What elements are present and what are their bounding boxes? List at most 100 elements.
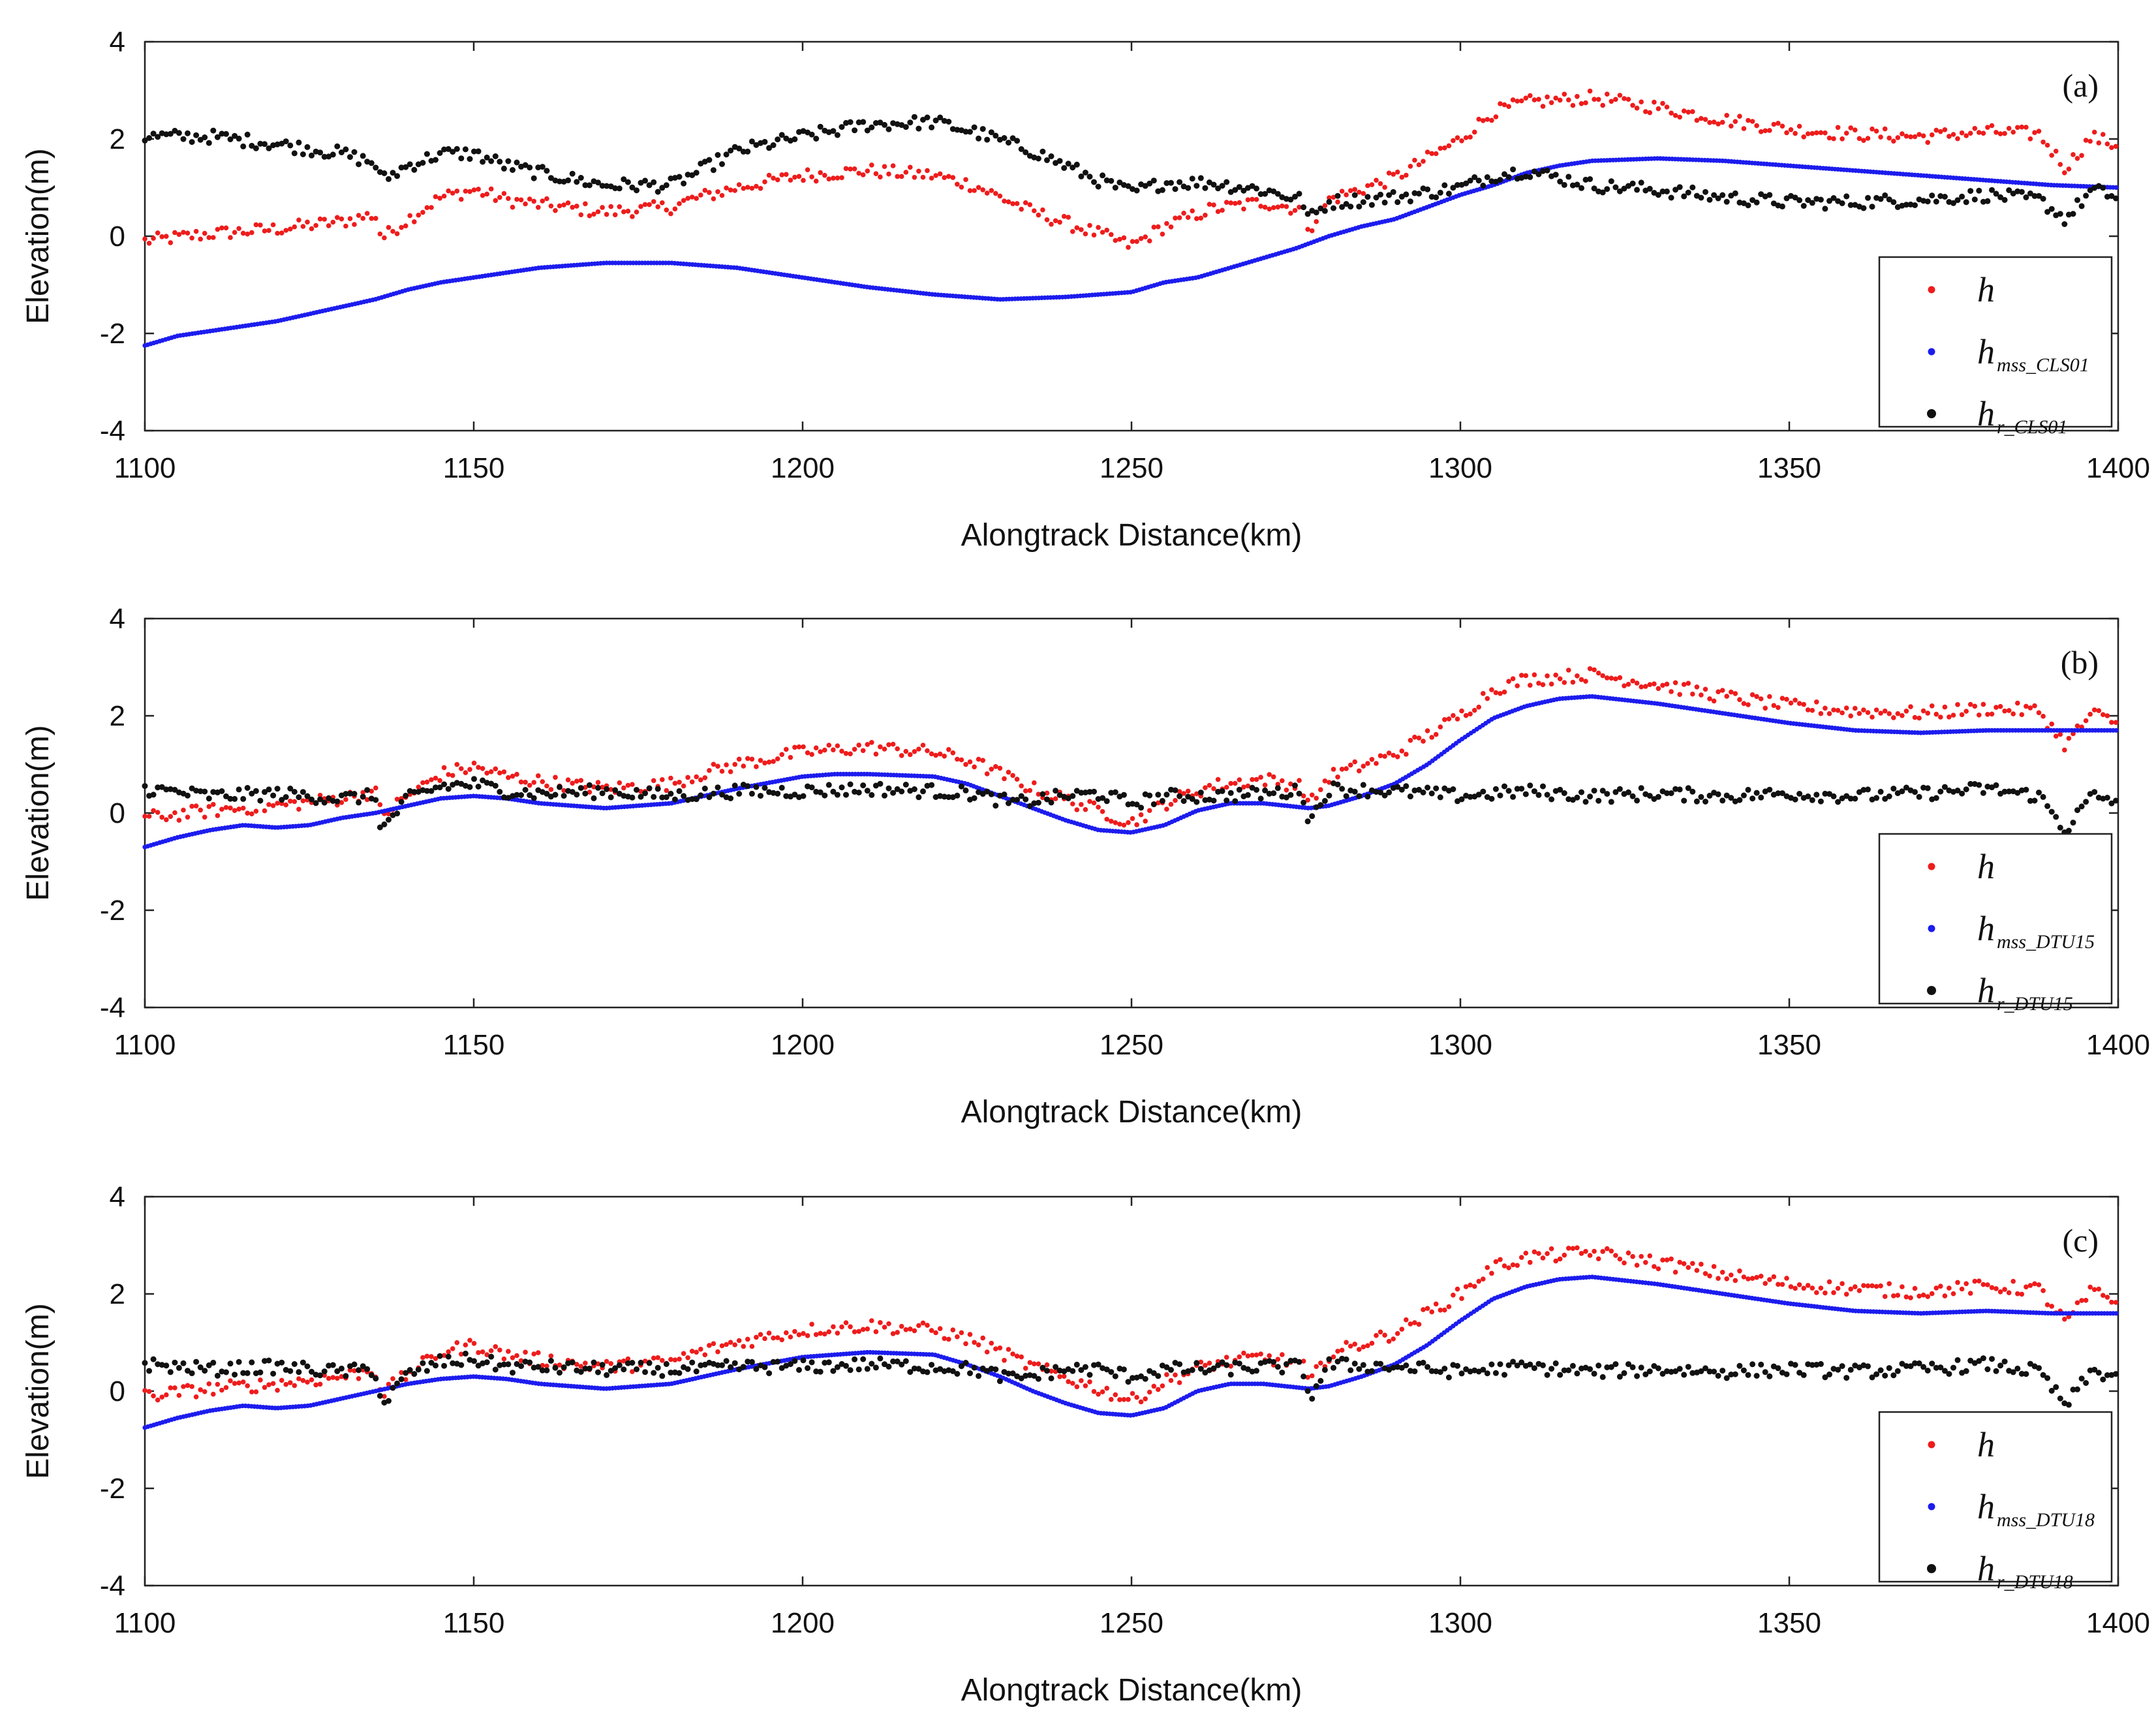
data-point-h_r_DTU15 (1540, 783, 1546, 790)
data-point-h (1600, 102, 1605, 108)
data-point-h (920, 743, 926, 748)
data-point-h (1672, 680, 1678, 686)
data-point-h (886, 171, 891, 177)
data-point-h (1664, 681, 1670, 687)
data-point-h (2006, 1290, 2012, 1295)
data-point-h (266, 1382, 271, 1387)
data-point-h_r_DTU15 (1180, 798, 1187, 805)
data-point-h (164, 1392, 169, 1398)
data-point-h (1143, 1396, 1148, 1402)
data-point-h (1250, 776, 1255, 782)
data-point-h (784, 746, 789, 752)
data-point-h_r_CLS01 (1540, 168, 1546, 174)
data-point-h_r_DTU15 (882, 792, 887, 799)
data-point-h_r_CLS01 (1411, 190, 1418, 196)
data-point-h (1570, 679, 1576, 685)
data-point-h (1707, 1273, 1712, 1279)
data-point-h_r_DTU18 (1428, 1368, 1435, 1374)
data-point-h_r_DTU18 (557, 1370, 562, 1376)
data-point-h (1241, 206, 1246, 212)
data-point-h (1002, 198, 1007, 204)
data-point-h_r_DTU15 (1689, 788, 1696, 795)
data-point-h (1327, 195, 1332, 200)
data-point-h_r_DTU15 (1411, 787, 1418, 793)
data-point-h (672, 780, 678, 786)
data-point-h (1823, 130, 1828, 136)
data-point-h (300, 1377, 306, 1383)
data-point-h_r_CLS01 (651, 179, 657, 185)
data-point-h_r_CLS01 (1373, 194, 1379, 201)
data-point-h_r_DTU15 (1321, 797, 1328, 804)
legend-marker-h (1928, 1441, 1935, 1449)
data-point-h_r_CLS01 (206, 140, 212, 146)
data-point-h_r_DTU15 (1638, 785, 1644, 791)
data-point-h_r_DTU15 (1274, 785, 1281, 791)
data-point-h (1853, 705, 1858, 711)
data-point-h_r_DTU18 (1540, 1362, 1546, 1368)
data-point-h_r_DTU18 (1740, 1367, 1747, 1374)
data-point-h (1873, 129, 1879, 134)
data-point-h (1779, 1282, 1785, 1287)
data-point-h_r_DTU18 (2083, 1380, 2089, 1386)
data-point-h (715, 763, 720, 769)
data-point-h (360, 215, 365, 221)
data-point-h_r_CLS01 (300, 151, 306, 157)
data-point-h_r_CLS01 (1860, 205, 1867, 211)
data-point-h_r_CLS01 (1719, 192, 1726, 198)
data-point-h (1843, 705, 1849, 711)
data-point-h (2062, 747, 2067, 753)
data-point-h_r_DTU15 (561, 793, 567, 799)
data-point-h (1536, 681, 1541, 686)
data-point-h_r_DTU15 (283, 794, 289, 800)
data-point-h (1605, 675, 1610, 681)
data-point-h (1314, 1364, 1319, 1370)
data-point-h (1348, 762, 1353, 768)
data-point-h_r_CLS01 (1510, 166, 1517, 173)
data-point-h_r_CLS01 (403, 164, 409, 170)
data-point-h (1686, 681, 1691, 686)
data-point-h (151, 1393, 156, 1399)
data-point-h (240, 805, 246, 811)
data-point-h_r_DTU18 (1728, 1372, 1734, 1377)
data-point-h (1994, 130, 1999, 135)
data-point-h (766, 1330, 772, 1336)
data-point-h (245, 810, 251, 816)
data-point-h_r_DTU18 (1313, 1383, 1319, 1389)
data-point-h_r_DTU15 (497, 789, 503, 795)
data-point-h_r_CLS01 (531, 175, 537, 181)
data-point-h_r_DTU18 (595, 1369, 601, 1375)
data-point-h (1711, 1264, 1717, 1269)
data-point-h (1301, 1359, 1306, 1364)
data-point-h (1378, 753, 1383, 758)
data-point-h_r_DTU15 (941, 793, 947, 800)
data-point-h_r_DTU15 (698, 792, 704, 799)
data-point-h (1014, 201, 1020, 206)
data-point-h_r_CLS01 (1100, 172, 1106, 179)
data-point-h_r_DTU18 (505, 1361, 512, 1368)
data-point-h (1528, 1259, 1533, 1265)
data-point-h (895, 174, 900, 179)
data-point-h (1057, 1374, 1062, 1379)
data-point-h (164, 817, 169, 823)
data-point-h (1314, 795, 1319, 801)
data-point-h (1741, 701, 1747, 706)
data-point-h (1113, 820, 1118, 825)
data-point-h (1771, 1274, 1777, 1280)
data-point-h (1917, 132, 1922, 137)
data-point-h (249, 811, 254, 817)
data-point-h_r_CLS01 (2070, 211, 2076, 217)
data-point-h (1442, 145, 1447, 151)
data-point-h_r_DTU15 (646, 785, 653, 791)
data-point-h_r_DTU15 (1351, 788, 1358, 795)
data-point-h_r_CLS01 (1232, 187, 1239, 193)
data-point-h (1634, 681, 1640, 686)
data-point-h (660, 200, 665, 206)
data-point-h (1288, 781, 1293, 787)
y-axis-title: Elevation(m) (21, 1303, 55, 1479)
data-point-h (1515, 99, 1520, 104)
data-point-h_r_DTU15 (167, 786, 174, 792)
data-point-h_r_DTU18 (1659, 1370, 1666, 1377)
data-point-h_r_CLS01 (1612, 184, 1619, 191)
data-point-h (1592, 667, 1597, 673)
data-point-h_r_DTU18 (1608, 1364, 1614, 1370)
